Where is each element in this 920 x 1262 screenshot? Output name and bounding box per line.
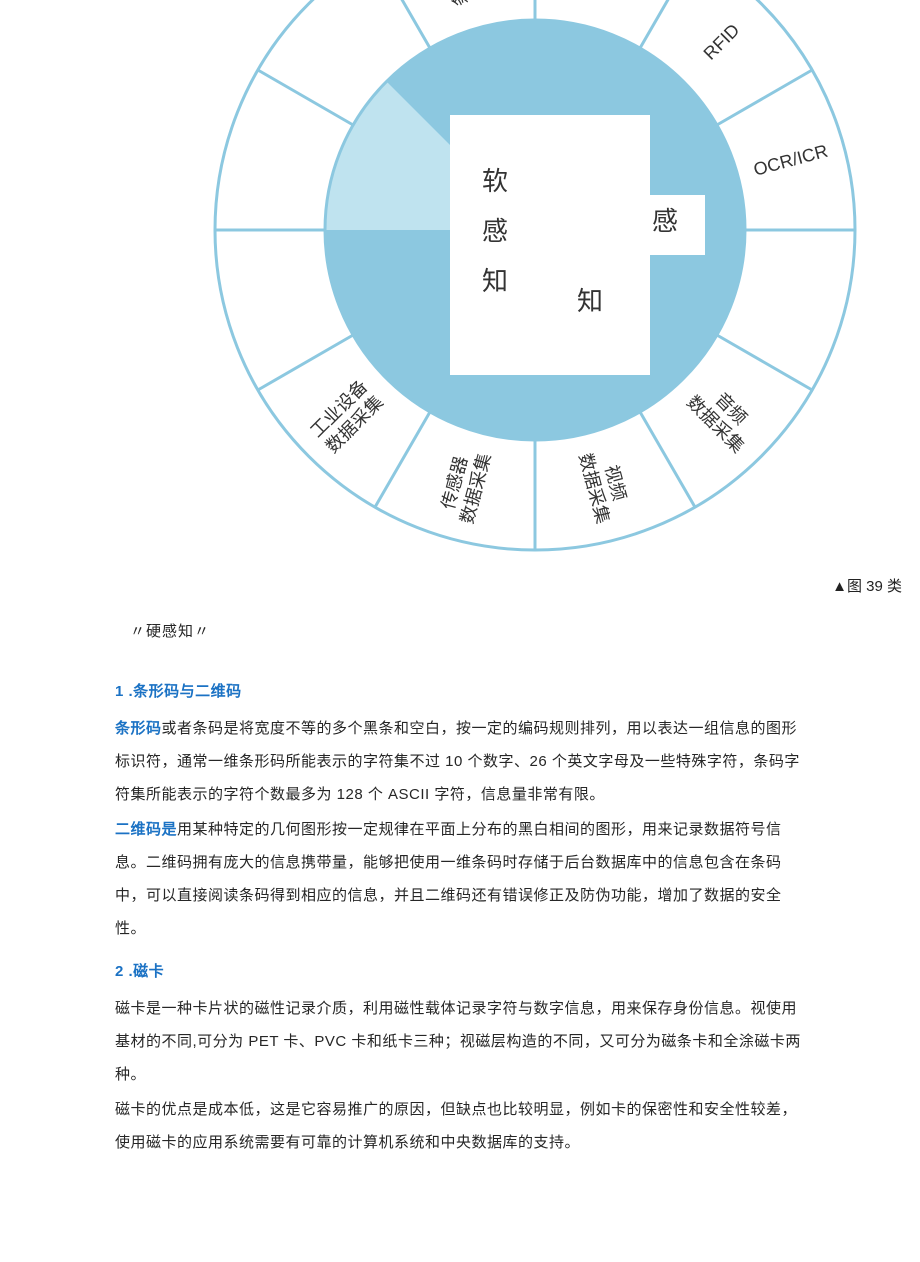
inline-term[interactable]: 条形码 (115, 720, 162, 737)
center-char: 感 (482, 216, 508, 246)
paragraph: 条形码或者条码是将宽度不等的多个黑条和空白，按一定的编码规则排列，用以表达一组信… (115, 712, 805, 811)
figure-caption: ▲图 39 类 (832, 575, 902, 596)
paragraph: 磁卡的优点是成本低，这是它容易推广的原因，但缺点也比较明显，例如卡的保密性和安全… (115, 1093, 805, 1159)
section-title: 1 .条形码与二维码 (115, 675, 805, 708)
center-char: 知 (482, 266, 508, 296)
paragraph: 磁卡是一种卡片状的磁性记录介质，利用磁性载体记录字符与数字信息，用来保存身份信息… (115, 992, 805, 1091)
svg-text:RFID: RFID (700, 20, 744, 64)
center-char: 知 (577, 286, 603, 316)
body-content: 1 .条形码与二维码条形码或者条码是将宽度不等的多个黑条和空白，按一定的编码规则… (0, 641, 920, 1159)
radial-diagram: RFID OCR/ICR 音频数据采集视频数据采集 传感器数据采集工业设备数据采集 条形… (185, 0, 885, 580)
page-root: RFIDOCR/ICR音频数据采集视频数据采集传感器数据采集工业设备数据采集条形… (0, 0, 920, 1159)
text-run: 或者条码是将宽度不等的多个黑条和空白，按一定的编码规则排列，用以表达一组信息的图… (115, 720, 800, 803)
wedge-label: 视频数据采集 (575, 445, 634, 525)
text-run: 用某种特定的几何图形按一定规律在平面上分布的黑白相间的图形，用来记录数据符号信息… (115, 821, 782, 937)
wedge-label: 条形码/二维码 (437, 0, 493, 8)
wedge-label: 音频数据采集 (683, 376, 764, 457)
center-char: 软 (482, 166, 508, 196)
section-title: 2 .磁卡 (115, 955, 805, 988)
diagram-container: RFID OCR/ICR 音频数据采集视频数据采集 传感器数据采集工业设备数据采集 条形… (0, 0, 920, 600)
wedge-label: 工业设备数据采集 (306, 376, 387, 457)
text-run: 磁卡是一种卡片状的磁性记录介质，利用磁性载体记录字符与数字信息，用来保存身份信息… (115, 1000, 801, 1083)
paragraph: 二维码是用某种特定的几何图形按一定规律在平面上分布的黑白相间的图形，用来记录数据… (115, 813, 805, 945)
quoted-term: 〃硬感知〃 (0, 600, 920, 641)
text-run: 磁卡的优点是成本低，这是它容易推广的原因，但缺点也比较明显，例如卡的保密性和安全… (115, 1101, 797, 1151)
center-char: 感 (652, 206, 678, 236)
wedge-label: OCR/ICR (751, 141, 830, 180)
svg-text:条形码/: 条形码/ (437, 0, 472, 8)
wedge-label: 传感器数据采集 (436, 445, 495, 525)
svg-text:OCR/ICR: OCR/ICR (751, 141, 830, 180)
inline-term[interactable]: 二维码是 (115, 821, 177, 838)
wedge-label: RFID (700, 20, 744, 64)
